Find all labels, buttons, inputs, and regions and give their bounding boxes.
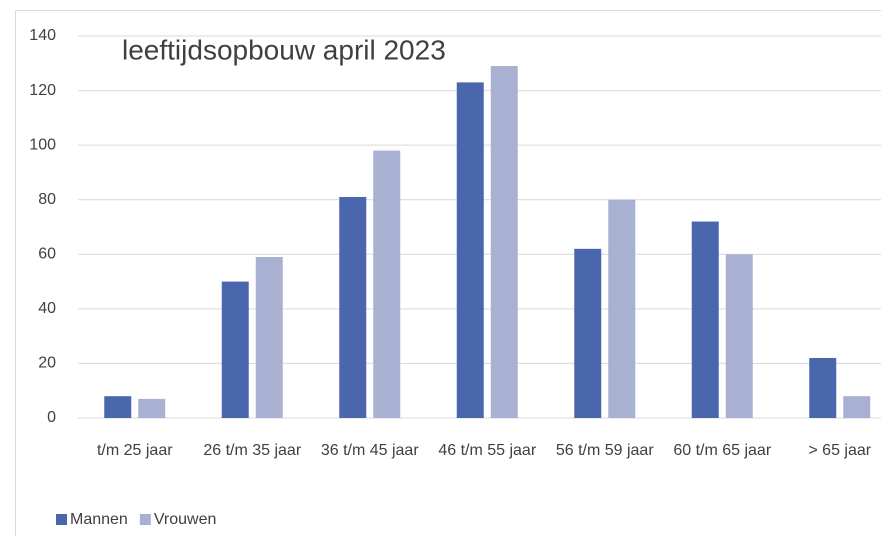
y-tick-label: 60 (38, 246, 56, 263)
bar (691, 221, 719, 418)
y-tick-label: 140 (29, 27, 56, 44)
bar (255, 257, 283, 418)
chart-title: leeftijdsopbouw april 2023 (122, 34, 446, 65)
legend-label: Vrouwen (154, 511, 217, 528)
y-tick-label: 40 (38, 300, 56, 317)
bar (339, 196, 367, 418)
x-tick-label: 60 t/m 65 jaar (673, 442, 772, 459)
chart-border (15, 10, 881, 536)
legend-swatch (139, 514, 151, 525)
bar (373, 150, 401, 418)
y-tick-label: 0 (47, 409, 56, 426)
x-tick-label: 56 t/m 59 jaar (555, 442, 654, 459)
x-tick-label: t/m 25 jaar (96, 442, 173, 459)
y-tick-label: 100 (29, 136, 56, 153)
x-tick-label: 46 t/m 55 jaar (438, 442, 537, 459)
bar (221, 281, 249, 418)
bar (104, 396, 132, 418)
bar (843, 396, 871, 418)
bar (574, 248, 602, 418)
x-tick-label: 26 t/m 35 jaar (203, 442, 302, 459)
bar (456, 82, 484, 418)
legend-swatch (56, 514, 67, 525)
y-tick-label: 80 (38, 191, 56, 208)
bar (608, 199, 636, 418)
bar (138, 398, 166, 418)
y-tick-label: 120 (29, 82, 56, 99)
x-tick-label: > 65 jaar (808, 442, 872, 459)
y-tick-label: 20 (38, 355, 56, 372)
bar (725, 254, 753, 418)
legend-label: Mannen (70, 511, 128, 528)
bar (809, 357, 837, 418)
x-tick-label: 36 t/m 45 jaar (320, 442, 419, 459)
bar (490, 66, 518, 418)
